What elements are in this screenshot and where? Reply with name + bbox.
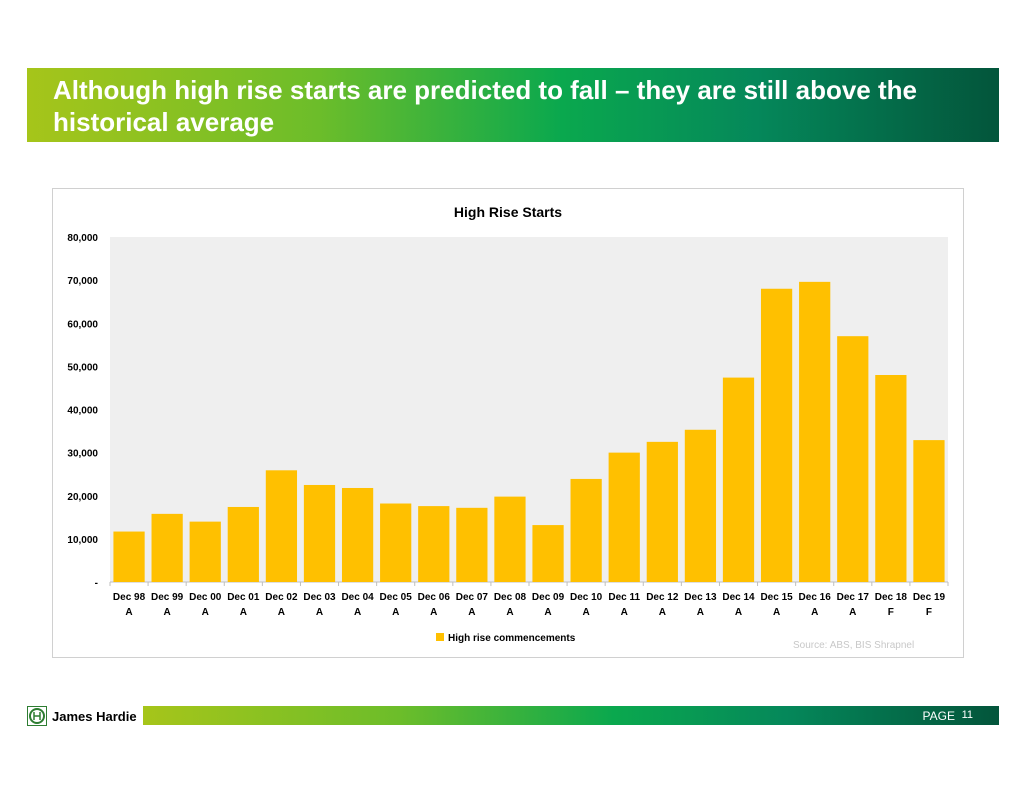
x-tick-sublabel: A [430, 607, 437, 618]
x-tick-sublabel: A [659, 607, 666, 618]
x-tick-label: Dec 03 [303, 592, 336, 603]
x-tick-sublabel: A [811, 607, 818, 618]
x-tick-sublabel: A [240, 607, 247, 618]
bar [456, 507, 488, 582]
page-number: 11 [961, 709, 973, 721]
x-tick-label: Dec 12 [646, 592, 679, 603]
y-tick-label: 40,000 [67, 406, 98, 417]
y-tick-label: 30,000 [67, 449, 98, 460]
y-tick-label: 20,000 [67, 492, 98, 503]
bar [570, 478, 602, 582]
x-tick-label: Dec 17 [837, 592, 870, 603]
source-note: Source: ABS, BIS Shrapnel [793, 640, 915, 651]
x-tick-label: Dec 08 [494, 592, 527, 603]
bar [189, 521, 221, 582]
y-tick-label: 70,000 [67, 276, 98, 287]
bar [837, 336, 869, 582]
james-hardie-logo: James Hardie [27, 706, 137, 726]
x-tick-sublabel: F [926, 607, 932, 618]
page-label: PAGE [922, 709, 955, 723]
bar [418, 506, 450, 582]
y-tick-label: 80,000 [67, 233, 98, 244]
bar [113, 531, 145, 582]
x-tick-sublabel: A [392, 607, 399, 618]
bar [799, 281, 831, 582]
logo-text: James Hardie [52, 708, 137, 724]
x-tick-sublabel: A [849, 607, 856, 618]
bar [760, 288, 793, 582]
x-tick-label: Dec 14 [722, 592, 755, 603]
x-tick-sublabel: A [202, 607, 209, 618]
x-tick-label: Dec 01 [227, 592, 260, 603]
footer-bar: PAGE 11 [143, 706, 999, 725]
y-tick-label: 50,000 [67, 362, 98, 373]
bar [494, 496, 526, 582]
x-tick-label: Dec 02 [265, 592, 298, 603]
x-tick-label: Dec 05 [380, 592, 413, 603]
x-tick-sublabel: A [164, 607, 171, 618]
title-banner: Although high rise starts are predicted … [27, 68, 999, 142]
x-tick-sublabel: F [888, 607, 894, 618]
bar [913, 440, 945, 582]
x-tick-sublabel: A [506, 607, 513, 618]
x-tick-label: Dec 09 [532, 592, 565, 603]
y-tick-label: 10,000 [67, 535, 98, 546]
x-tick-label: Dec 13 [684, 592, 717, 603]
bar [341, 487, 374, 582]
bar [684, 429, 717, 582]
x-tick-sublabel: A [125, 607, 132, 618]
x-tick-sublabel: A [316, 607, 323, 618]
james-hardie-logo-icon [27, 706, 47, 726]
high-rise-starts-chart: High Rise Starts - 10,000 20,000 30,000 40,00… [67, 204, 949, 644]
y-tick-label: 60,000 [67, 319, 98, 330]
bar [380, 503, 412, 582]
legend-label: High rise commencements [448, 633, 576, 644]
x-tick-sublabel: A [735, 607, 742, 618]
bar [608, 452, 640, 582]
x-tick-label: Dec 10 [570, 592, 603, 603]
chart-title: High Rise Starts [454, 204, 562, 220]
x-tick-label: Dec 16 [799, 592, 832, 603]
chart-container: High Rise Starts - 10,000 20,000 30,000 40,00… [52, 188, 964, 658]
y-tick-label: - [95, 578, 98, 589]
x-tick-label: Dec 98 [113, 592, 146, 603]
x-tick-sublabel: A [697, 607, 704, 618]
bar [151, 513, 183, 582]
x-tick-sublabel: A [773, 607, 780, 618]
x-tick-label: Dec 07 [456, 592, 489, 603]
bar [722, 377, 755, 582]
x-tick-label: Dec 15 [760, 592, 793, 603]
bar [265, 470, 298, 582]
legend-swatch [436, 633, 444, 641]
x-tick-label: Dec 04 [341, 592, 374, 603]
bar [227, 506, 259, 582]
x-tick-label: Dec 00 [189, 592, 222, 603]
x-tick-sublabel: A [278, 607, 285, 618]
x-tick-label: Dec 99 [151, 592, 184, 603]
x-tick-sublabel: A [583, 607, 590, 618]
x-tick-sublabel: A [621, 607, 628, 618]
x-tick-label: Dec 19 [913, 592, 946, 603]
bar [532, 525, 564, 582]
bar [646, 441, 678, 582]
x-tick-label: Dec 18 [875, 592, 908, 603]
x-tick-sublabel: A [468, 607, 475, 618]
x-tick-label: Dec 06 [418, 592, 451, 603]
x-tick-sublabel: A [354, 607, 361, 618]
slide-title: Although high rise starts are predicted … [53, 75, 917, 137]
bar [303, 484, 336, 582]
bar [875, 375, 907, 582]
x-tick-label: Dec 11 [608, 592, 640, 603]
x-tick-sublabel: A [544, 607, 551, 618]
